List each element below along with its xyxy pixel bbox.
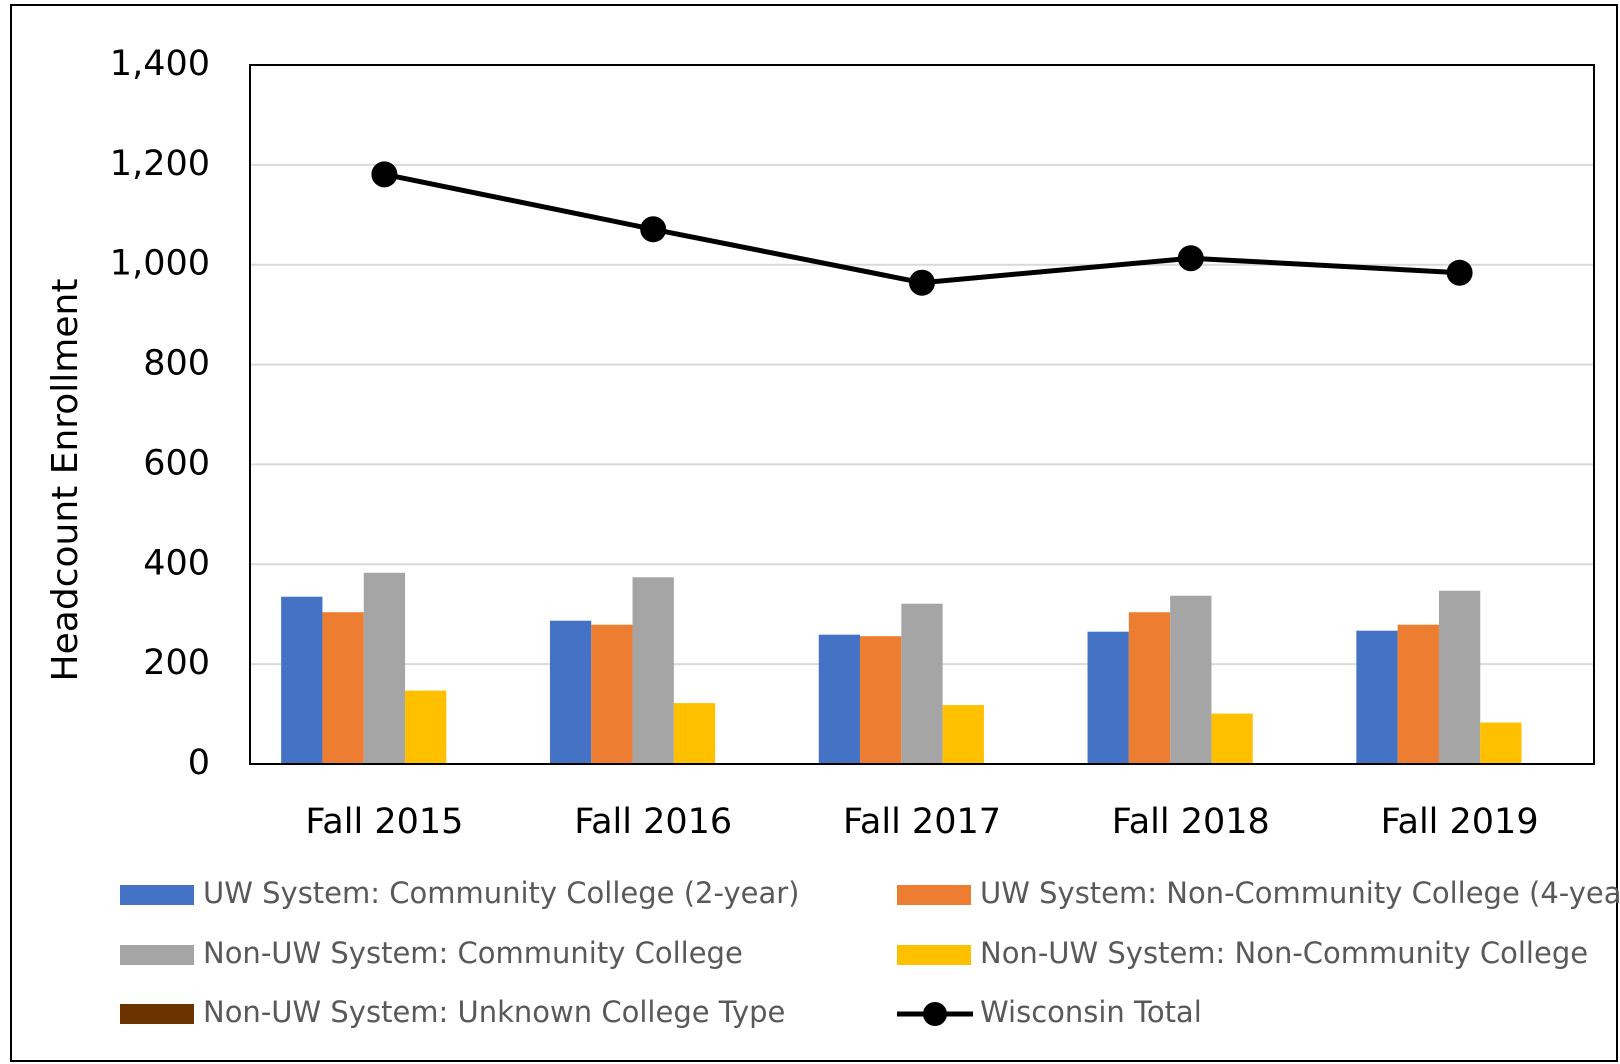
bar	[281, 596, 323, 764]
legend-swatch	[120, 945, 194, 965]
line-marker	[909, 269, 935, 296]
bar	[1356, 630, 1398, 764]
bar	[901, 603, 943, 764]
line-marker	[640, 216, 667, 243]
bar	[549, 620, 592, 764]
y-tick-label: 600	[143, 443, 210, 483]
legend-label: UW System: Community College (2-year)	[203, 876, 799, 910]
legend-label: UW System: Non-Community College (4-year…	[980, 876, 1620, 910]
bar	[1211, 713, 1253, 764]
plot-frame	[249, 64, 1595, 765]
legend-marker	[923, 1002, 947, 1026]
bar	[1397, 624, 1439, 764]
bar	[1438, 590, 1481, 764]
bar	[1170, 595, 1212, 764]
bar	[591, 624, 633, 764]
x-tick-label: Fall 2018	[1112, 802, 1270, 842]
bar	[632, 577, 674, 764]
bar	[405, 690, 447, 764]
legend-label: Non-UW System: Community College	[203, 936, 743, 970]
bar	[942, 705, 984, 764]
legend-swatch	[120, 1004, 194, 1024]
x-tick-label: Fall 2019	[1381, 802, 1539, 842]
y-tick-label: 1,200	[110, 144, 210, 184]
y-axis-label: Headcount Enrollment	[45, 279, 86, 682]
bar	[673, 703, 716, 764]
bar	[1087, 631, 1129, 764]
line-marker	[1177, 245, 1204, 272]
bar	[860, 636, 902, 764]
x-tick-label: Fall 2016	[574, 802, 732, 842]
chart-border	[10, 4, 1618, 1062]
y-tick-label: 800	[143, 344, 210, 384]
y-tick-label: 0	[188, 743, 210, 783]
y-tick-label: 1,400	[110, 44, 210, 84]
legend-label: Non-UW System: Non-Community College	[980, 936, 1588, 970]
bar	[1480, 722, 1522, 764]
bar	[322, 612, 364, 764]
legend-swatch	[897, 945, 971, 965]
legend-label: Wisconsin Total	[980, 995, 1202, 1029]
legend-swatch	[897, 885, 971, 905]
y-tick-label: 1,000	[110, 244, 210, 284]
bar	[1128, 612, 1171, 764]
line-marker	[371, 161, 398, 188]
line-marker	[1446, 259, 1473, 286]
y-tick-label: 400	[143, 543, 210, 583]
legend-label: Non-UW System: Unknown College Type	[203, 995, 785, 1029]
x-tick-label: Fall 2015	[305, 802, 463, 842]
bar	[363, 572, 406, 764]
legend-swatch	[120, 885, 194, 905]
x-tick-label: Fall 2017	[843, 802, 1001, 842]
bar	[818, 634, 861, 764]
y-tick-label: 200	[143, 643, 210, 683]
